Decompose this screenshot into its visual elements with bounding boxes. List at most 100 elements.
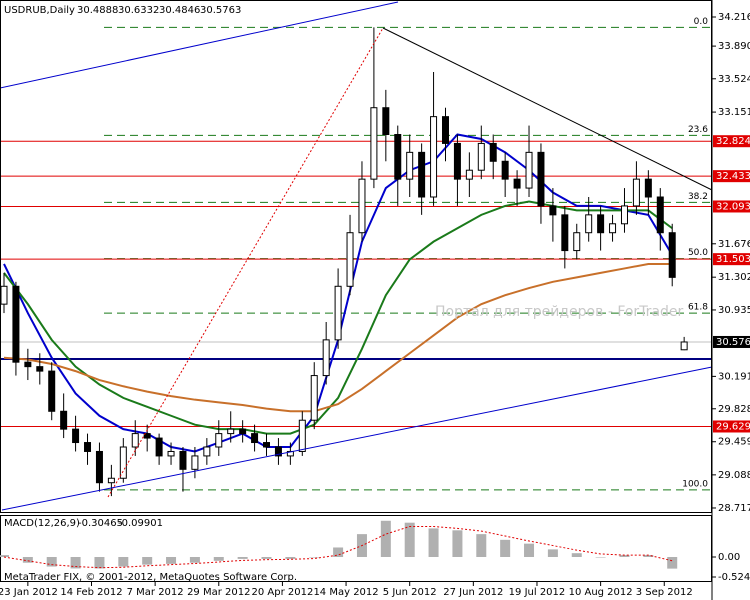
macd-bar bbox=[22, 557, 33, 563]
candle-body bbox=[537, 151, 545, 207]
candle-body bbox=[668, 232, 676, 278]
candle-body bbox=[680, 341, 688, 351]
candle-body bbox=[585, 214, 593, 234]
macd-bar bbox=[142, 557, 153, 565]
candle-body bbox=[358, 178, 366, 234]
fib-label: 50.0 bbox=[688, 248, 708, 258]
candle-body bbox=[525, 151, 533, 189]
candle-body bbox=[251, 433, 259, 444]
y-tick-label: 30.9350 bbox=[718, 305, 750, 316]
candle-body bbox=[609, 223, 617, 234]
macd-bar bbox=[643, 555, 654, 558]
candle-body bbox=[489, 142, 497, 162]
macd-bar bbox=[667, 557, 678, 569]
candle-body bbox=[167, 450, 175, 457]
header-open: 30.4888 bbox=[77, 5, 118, 16]
candle-body bbox=[72, 428, 80, 444]
x-tick-label: 27 Jun 2012 bbox=[443, 587, 503, 598]
candle-body bbox=[430, 116, 438, 198]
macd-bar bbox=[619, 555, 630, 558]
fib-label: 38.2 bbox=[688, 192, 708, 202]
candle-body bbox=[322, 339, 330, 377]
candle-body bbox=[12, 285, 20, 363]
fib-label: 0.0 bbox=[694, 17, 709, 27]
y-tick-label: 29.8280 bbox=[718, 404, 750, 415]
candle-body bbox=[263, 442, 271, 448]
level-label: 29.6297 bbox=[716, 421, 750, 432]
macd-y-tick-label: -0.52449 bbox=[718, 572, 750, 583]
y-tick-label: 33.1510 bbox=[718, 107, 750, 118]
candle-body bbox=[573, 232, 581, 252]
macd-bar bbox=[380, 520, 391, 558]
candle-body bbox=[382, 107, 390, 136]
candle-body bbox=[346, 232, 354, 287]
level-box bbox=[713, 200, 750, 213]
candle-body bbox=[513, 178, 521, 189]
macd-bar bbox=[166, 557, 177, 564]
level-box bbox=[713, 135, 750, 148]
macd-bar bbox=[70, 557, 81, 569]
candle-body bbox=[227, 428, 235, 435]
symbol: USDRUB,Daily bbox=[4, 5, 75, 16]
candle-body bbox=[656, 196, 664, 234]
macd-bar bbox=[428, 528, 439, 558]
level-box bbox=[713, 253, 750, 266]
moving-average bbox=[3, 262, 673, 413]
macd-bar bbox=[333, 547, 344, 558]
y-tick-label: 33.8900 bbox=[718, 41, 750, 52]
candle-body bbox=[298, 419, 306, 452]
level-label: 31.5038 bbox=[716, 254, 750, 265]
y-tick-label: 31.6760 bbox=[718, 239, 750, 250]
candle-body bbox=[632, 178, 640, 207]
macd-bar bbox=[524, 543, 535, 558]
x-tick-label: 23 Jan 2012 bbox=[0, 587, 58, 598]
candle-body bbox=[131, 433, 139, 448]
price-panel: 0.0 23.6 38.2 50.0 61.8 100.0 bbox=[0, 16, 716, 509]
candle-body bbox=[84, 442, 92, 452]
x-tick-label: 10 Aug 2012 bbox=[569, 587, 633, 598]
candle-body bbox=[441, 116, 449, 144]
macd-bar bbox=[595, 557, 606, 558]
macd-bar bbox=[0, 555, 9, 558]
candle-body bbox=[644, 178, 652, 198]
macd-bar bbox=[237, 557, 248, 559]
candle-body bbox=[310, 375, 318, 421]
x-tick-label: 14 May 2012 bbox=[313, 587, 378, 598]
macd-bar bbox=[571, 553, 582, 558]
macd-value: -0.30465 bbox=[78, 518, 123, 529]
candle-body bbox=[155, 437, 163, 457]
candle-body bbox=[119, 446, 127, 479]
level-label: 32.0938 bbox=[716, 201, 750, 212]
macd-bar bbox=[500, 539, 511, 558]
macd-bar bbox=[309, 557, 320, 558]
y-tick-label: 29.4590 bbox=[718, 437, 750, 448]
macd-bar bbox=[547, 549, 558, 558]
macd-bar bbox=[46, 557, 57, 567]
candle-body bbox=[239, 428, 247, 435]
macd-bar bbox=[118, 557, 129, 567]
x-tick-label: 5 Jun 2012 bbox=[383, 587, 437, 598]
candle-body bbox=[549, 205, 557, 216]
y-tick-label: 28.7170 bbox=[718, 503, 750, 514]
fib-base-line bbox=[107, 27, 384, 498]
x-tick-label: 14 Feb 2012 bbox=[60, 587, 122, 598]
fib-label: 23.6 bbox=[688, 125, 708, 135]
candle-body bbox=[107, 477, 115, 484]
macd-bar bbox=[285, 557, 296, 559]
macd-signal bbox=[3, 525, 673, 569]
candle-body bbox=[95, 450, 103, 484]
channel-top bbox=[0, 1, 399, 89]
candle-body bbox=[334, 285, 342, 341]
moving-average bbox=[3, 200, 673, 435]
fib-label: 61.8 bbox=[688, 303, 708, 313]
macd-bar bbox=[189, 557, 200, 563]
candle-body bbox=[143, 433, 151, 439]
header-close: 30.5763 bbox=[200, 5, 241, 16]
macd-bar bbox=[261, 557, 272, 559]
level-label: 32.4334 bbox=[716, 171, 750, 182]
candle-body bbox=[453, 142, 461, 180]
header-high: 30.6332 bbox=[118, 5, 159, 16]
y-tick-label: 31.3020 bbox=[718, 272, 750, 283]
